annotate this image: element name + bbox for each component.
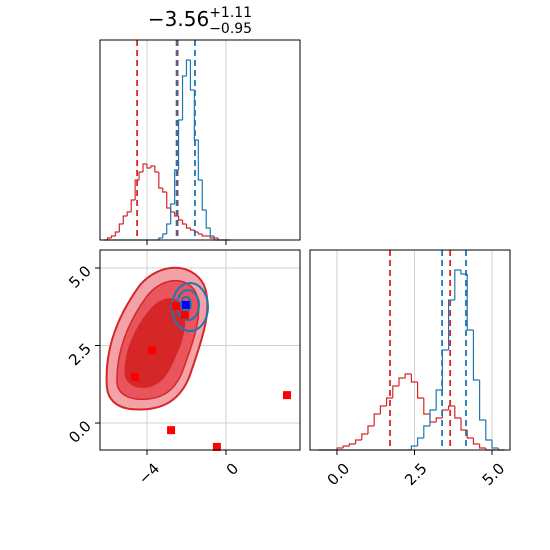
histogram-step [354,439,362,444]
histogram-step [185,224,191,229]
histogram-step [336,447,344,450]
histogram-step [205,210,211,229]
point [212,442,221,451]
point [180,311,189,320]
histogram-step [181,75,187,120]
histogram-step [166,192,171,209]
histogram-step [138,171,144,180]
histogram-step [466,430,474,439]
axes-frame [309,249,511,451]
histogram-step [348,443,356,446]
histogram-step [177,216,183,221]
histogram-step [126,211,132,216]
histogram-step [154,166,159,173]
histogram-step [177,119,183,170]
histogram-step [150,165,155,168]
axes-frame [99,39,301,241]
histogram-step [201,180,207,211]
histogram-step [423,425,430,438]
histogram-step [146,164,151,169]
histogram-step [130,199,136,212]
histogram-step [392,385,399,398]
histogram-step [472,438,480,445]
point [181,300,190,309]
histogram-step [197,140,203,181]
histogram-step [158,172,163,189]
histogram-step [379,405,387,414]
point [130,373,139,382]
histogram-step [423,398,430,415]
axes-frame [99,249,301,451]
histogram-step [162,233,167,238]
histogram-step [429,409,437,426]
histogram-step [189,228,195,231]
histogram-step [448,405,455,410]
histogram-step [410,445,418,450]
histogram-step [114,231,120,236]
histogram-step [118,223,124,232]
point [172,302,181,311]
histogram-step [367,425,375,434]
title-lower: −0.95 [209,21,252,37]
histogram-step [110,235,116,238]
histogram-step [454,269,462,300]
histogram-step [435,389,443,410]
histogram-step [448,299,455,350]
histogram-step [454,406,462,419]
histogram-step [122,215,128,224]
histogram-step [485,420,493,441]
histogram-step [189,60,195,91]
panel-title: −3.56+1.11 −0.95 [148,5,252,37]
histogram-step [170,203,175,224]
histogram-step [166,223,171,234]
point [282,391,291,400]
histogram-step [385,397,393,406]
histogram-step [106,237,112,240]
point [167,426,176,435]
histogram-step [479,380,486,421]
histogram-step [197,232,203,235]
point [147,346,156,355]
histogram-step [373,413,381,426]
histogram-step [361,433,368,440]
histogram-step [342,445,350,448]
histogram-step [201,234,207,237]
histogram-step [181,220,187,225]
histogram-step [404,373,412,378]
histogram-step [410,374,418,383]
histogram-step [162,188,167,193]
histogram-step [472,330,480,381]
histogram-step [466,274,474,331]
title-value: −3.56 [148,7,209,31]
contour-blue [171,282,209,332]
histogram-step [142,163,147,172]
title-upper: +1.11 [209,5,252,21]
histogram-step [416,382,424,399]
histogram-step [435,417,443,422]
contour-blue [180,296,192,312]
histogram-step [209,228,215,237]
histogram-step [479,444,486,449]
histogram-step [398,377,406,386]
histogram-step [416,437,424,446]
contour-inner [124,298,186,388]
histogram-step [185,59,191,76]
histogram-step [158,237,163,240]
histogram-step [209,236,215,239]
histogram-step [491,440,499,449]
